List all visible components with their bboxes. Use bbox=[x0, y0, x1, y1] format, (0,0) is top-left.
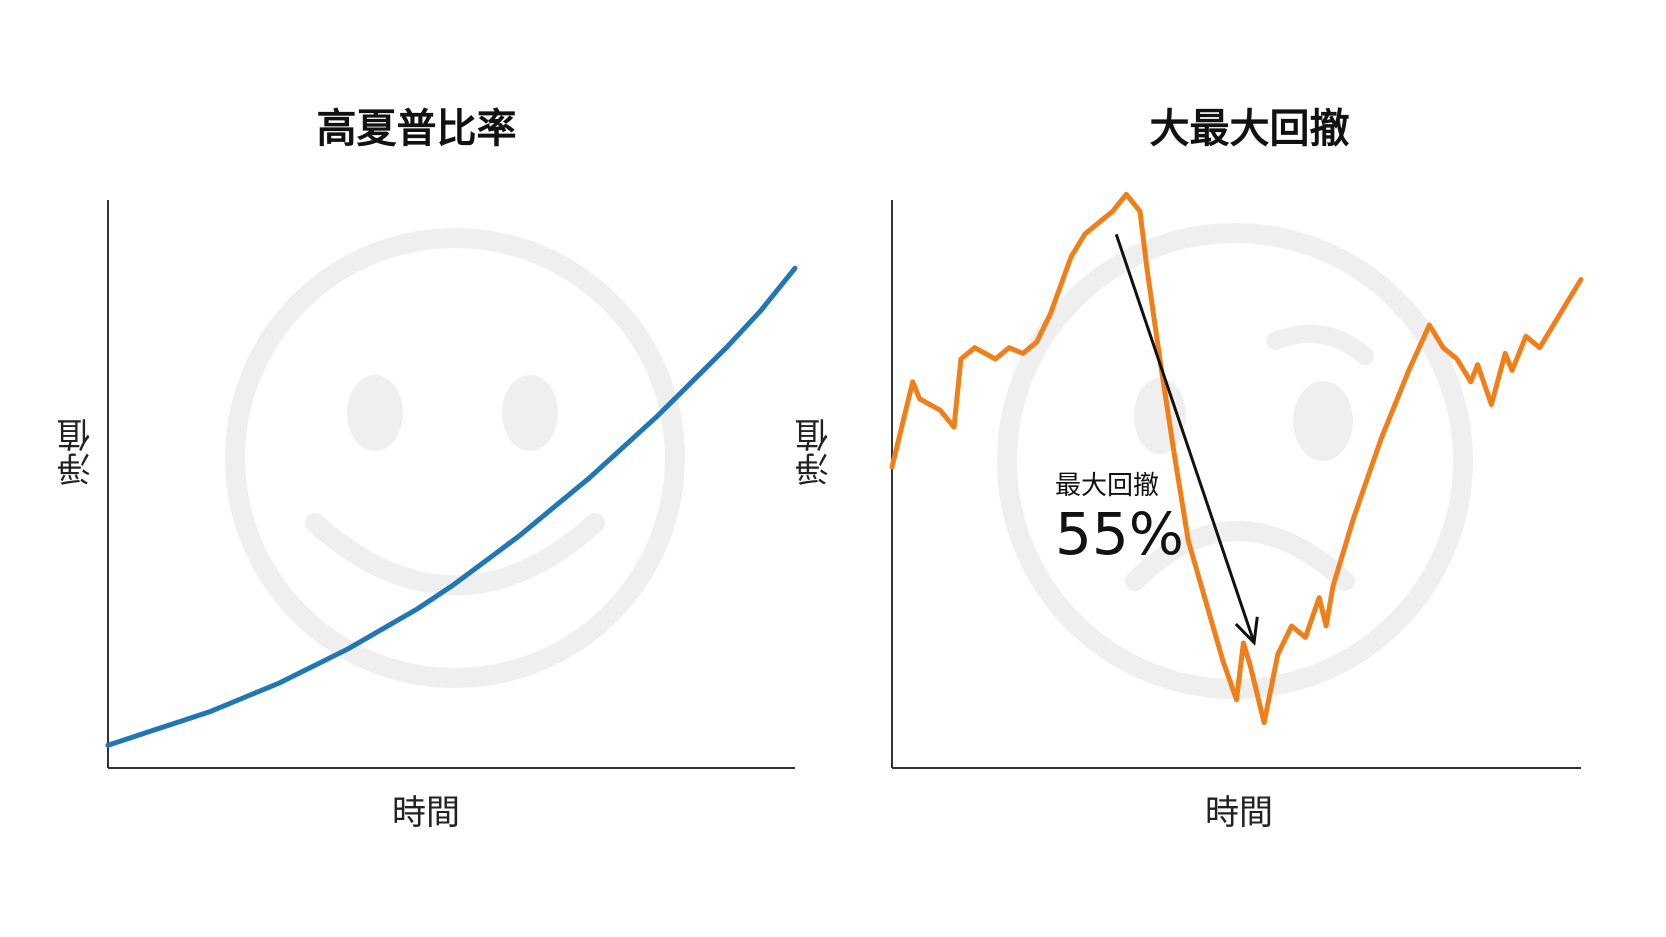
face-eye bbox=[1293, 381, 1353, 461]
y-axis-label: 淨值 bbox=[795, 418, 835, 486]
x-axis-label: 時間 bbox=[1205, 793, 1273, 833]
y-axis-label: 淨值 bbox=[57, 418, 97, 486]
face-eye bbox=[502, 375, 558, 451]
face-outline bbox=[997, 223, 1473, 699]
chart-title: 高夏普比率 bbox=[316, 106, 517, 152]
drawdown-annotation-label: 最大回撤 bbox=[1055, 471, 1160, 501]
face-eye bbox=[347, 375, 403, 451]
series-line-drawdown bbox=[889, 191, 1584, 726]
drawdown-arrow-head bbox=[1234, 616, 1259, 646]
drawdown-annotation-value: 55% bbox=[1055, 500, 1184, 568]
face-brow bbox=[1266, 324, 1374, 365]
face-mouth bbox=[1125, 521, 1355, 591]
x-axis-label: 時間 bbox=[392, 793, 460, 833]
drawdown-arrow-shaft bbox=[1114, 233, 1256, 644]
chart-title: 大最大回撤 bbox=[1149, 106, 1350, 152]
series-line-sharpe bbox=[105, 265, 798, 748]
chart-canvas bbox=[889, 191, 1584, 769]
smile-icon bbox=[225, 228, 685, 688]
chart-panel-sharpe: 高夏普比率 時間 淨值 bbox=[57, 106, 798, 833]
frown-icon bbox=[997, 223, 1473, 699]
face-outline bbox=[225, 228, 685, 688]
drawdown-arrow bbox=[1114, 233, 1259, 646]
chart-panel-drawdown: 大最大回撤 時間 淨值 最大回撤 55% bbox=[795, 0, 1666, 937]
face-mouth bbox=[305, 513, 605, 596]
chart-canvas bbox=[105, 200, 798, 769]
